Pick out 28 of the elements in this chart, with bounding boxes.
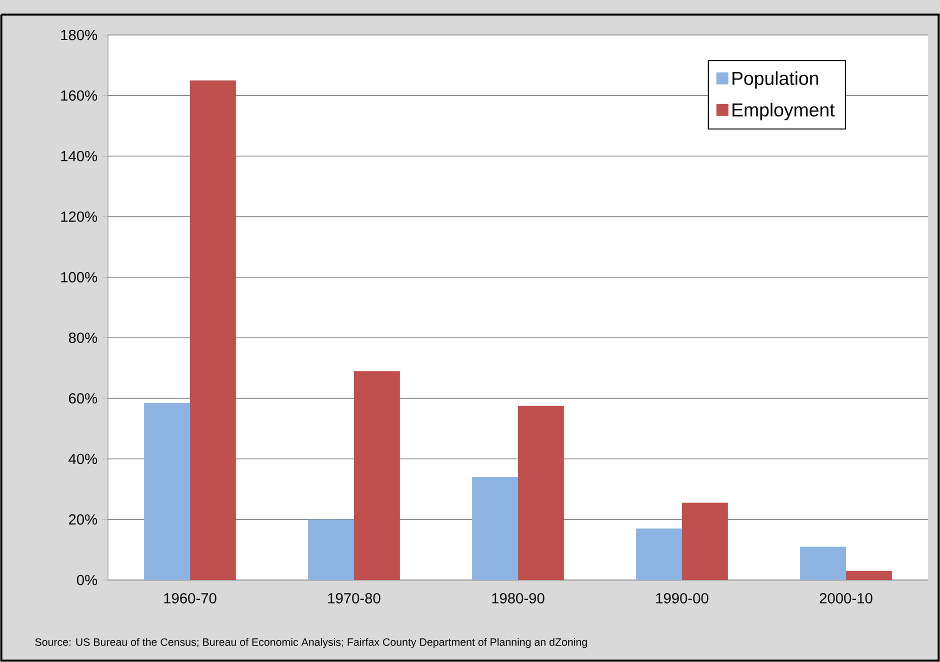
y-tick-label: 100% (61, 272, 98, 282)
y-tick-label: 20% (68, 514, 98, 525)
y-tick-label: 0% (76, 574, 98, 586)
x-tick-label: 2000-10 (820, 593, 872, 604)
y-tick-label: 160% (61, 90, 98, 101)
y-tick-label: 180% (61, 30, 98, 40)
bar (190, 80, 236, 580)
x-tick-label: 1960-70 (164, 593, 216, 604)
y-tick-label: 40% (68, 454, 98, 464)
x-tick-label: 1990-00 (656, 593, 708, 604)
source-note: Source: US Bureau of the Census; Bureau of Economic Analysis; Fairfax County Department of Planning an dZoning (35, 638, 587, 648)
bar (518, 406, 564, 580)
y-tick-label: 140% (61, 150, 98, 162)
x-tick-label: 1970-80 (328, 593, 380, 604)
bar (636, 528, 682, 580)
bar (354, 371, 400, 580)
bar (800, 546, 846, 580)
bar (308, 519, 354, 580)
y-tick-label: 80% (68, 332, 98, 343)
y-tick-label: 120% (61, 211, 98, 222)
bar (682, 502, 728, 580)
bar (144, 402, 190, 580)
x-tick-label: 1980-90 (492, 593, 544, 604)
y-tick-label: 60% (68, 393, 98, 404)
bar (472, 477, 518, 580)
legend-label: Employment (732, 102, 835, 120)
legend-label: Population (732, 71, 818, 89)
bar (846, 570, 892, 580)
